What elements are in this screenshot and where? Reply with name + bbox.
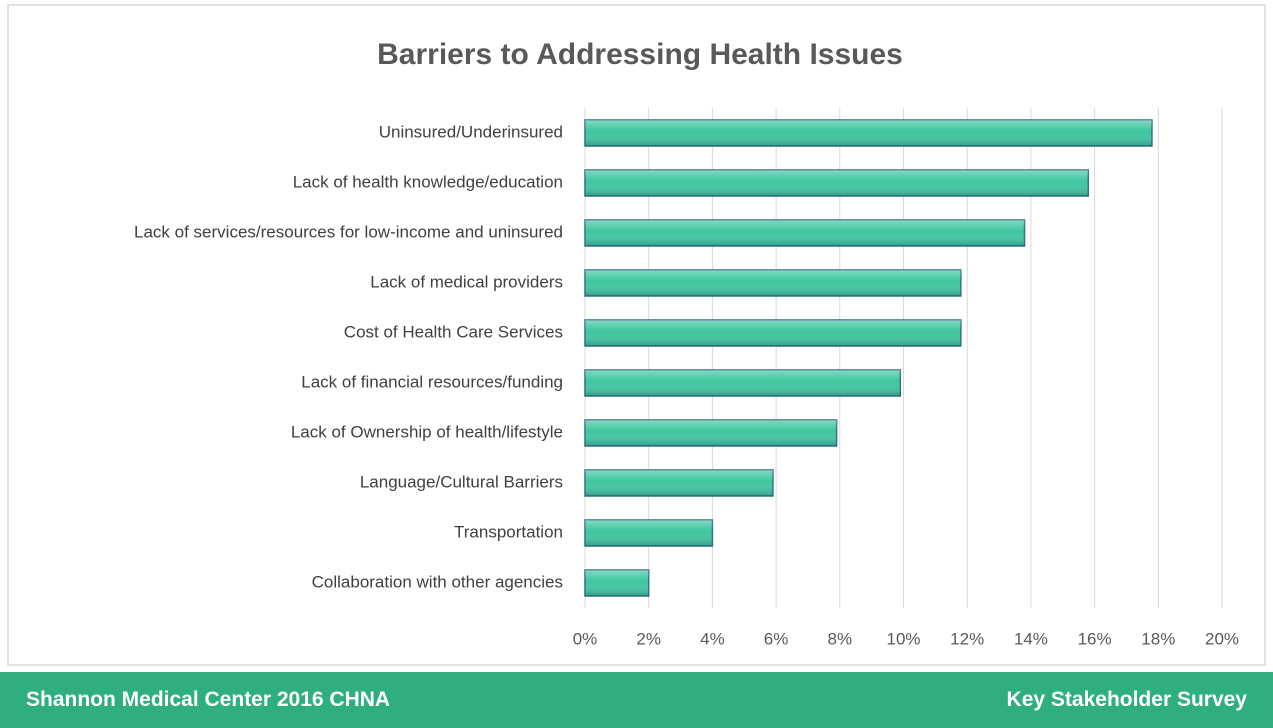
x-tick-label: 10% xyxy=(886,629,920,648)
y-tick-label: Collaboration with other agencies xyxy=(312,572,563,591)
bar-shade xyxy=(585,420,837,446)
x-tick-label: 20% xyxy=(1205,629,1239,648)
x-tick-label: 6% xyxy=(764,629,789,648)
x-tick-label: 8% xyxy=(828,629,853,648)
bar-shade xyxy=(585,220,1025,246)
y-tick-label: Transportation xyxy=(454,522,563,541)
x-tick-label: 0% xyxy=(573,629,598,648)
x-tick-label: 4% xyxy=(700,629,725,648)
y-tick-label: Language/Cultural Barriers xyxy=(360,472,563,491)
bar-shade xyxy=(585,170,1089,196)
bar-shade xyxy=(585,120,1152,146)
chart-title: Barriers to Addressing Health Issues xyxy=(377,38,903,71)
chart: Barriers to Addressing Health Issues 0% 2… xyxy=(7,4,1266,666)
bar-shade xyxy=(585,570,649,596)
y-tick-label: Lack of Ownership of health/lifestyle xyxy=(291,422,563,441)
bar-shade xyxy=(585,320,961,346)
y-tick-label: Lack of services/resources for low-incom… xyxy=(134,222,563,241)
x-tick-label: 2% xyxy=(636,629,661,648)
y-tick-label: Lack of financial resources/funding xyxy=(301,372,563,391)
x-tick-label: 18% xyxy=(1141,629,1175,648)
x-tick-label: 12% xyxy=(950,629,984,648)
y-tick-label: Lack of health knowledge/education xyxy=(293,172,563,191)
x-tick-label: 16% xyxy=(1078,629,1112,648)
footer-left: Shannon Medical Center 2016 CHNA xyxy=(26,688,391,711)
bar-shade xyxy=(585,270,961,296)
bar-shade xyxy=(585,520,713,546)
bar-shade xyxy=(585,370,901,396)
y-tick-label: Cost of Health Care Services xyxy=(344,322,563,341)
y-tick-label: Uninsured/Underinsured xyxy=(379,122,563,141)
bar-shade xyxy=(585,470,773,496)
x-tick-label: 14% xyxy=(1014,629,1048,648)
footer-right: Key Stakeholder Survey xyxy=(1006,688,1247,711)
footer: Shannon Medical Center 2016 CHNA Key Sta… xyxy=(0,672,1273,728)
y-tick-label: Lack of medical providers xyxy=(370,272,563,291)
